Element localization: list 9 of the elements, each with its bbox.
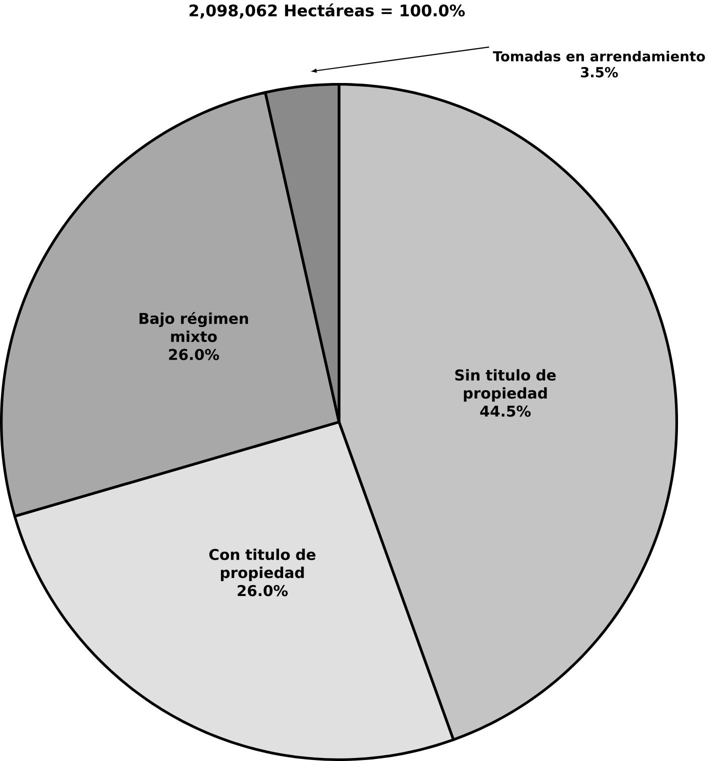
slice-label: Bajo régimen mixto: [140, 312, 248, 342]
data-label: 3.5%: [580, 67, 618, 78]
data-label: 44.5%: [480, 406, 531, 417]
slice-label: Tomadas en arrendamiento: [492, 50, 705, 62]
data-label: 26.0%: [238, 584, 288, 596]
slice-label: Sin titulo de propiedad: [455, 369, 556, 402]
slice-label: Con titulo de propiedad: [209, 548, 316, 582]
data-label: 26.0%: [169, 348, 219, 360]
chart-title: 2,098,062 Hectáreas = 100.0%: [190, 4, 465, 19]
